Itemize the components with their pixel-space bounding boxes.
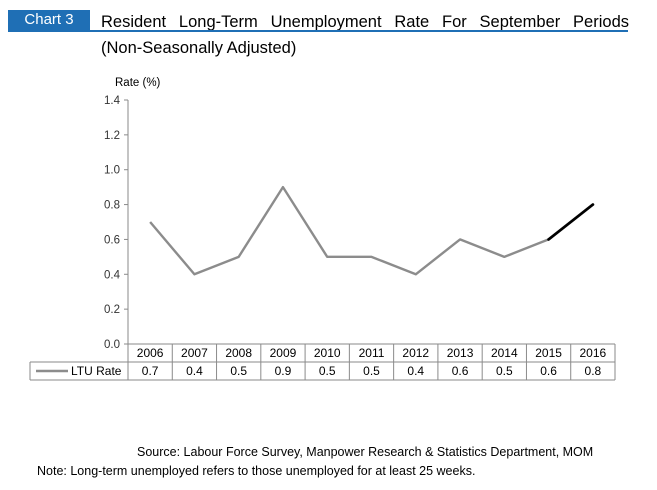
y-axis: 0.0 0.2 0.4 0.6 0.8 1.0 1.2 1.4: [104, 95, 129, 351]
x-tick-label: 2011: [359, 346, 385, 360]
x-tick-label: 2015: [535, 346, 562, 360]
chart-title-line-2: (Non-Seasonally Adjusted): [101, 39, 297, 57]
x-tick-label: 2006: [137, 346, 164, 360]
x-tick-label: 2014: [491, 346, 518, 360]
table-value: 0.5: [496, 364, 513, 378]
series-ltu-rate: [149, 185, 595, 276]
x-axis: 2006 2007 2008 2009 2010 2011 2012 2013 2014 2015…: [128, 343, 615, 360]
table-value: 0.6: [452, 364, 469, 378]
y-tick-label: 0.8: [104, 200, 120, 212]
x-tick-label: 2016: [580, 346, 607, 360]
x-tick-label: 2009: [270, 346, 297, 360]
table-value: 0.7: [142, 364, 159, 378]
title-underline: [8, 30, 628, 32]
x-tick-label: 2013: [447, 346, 474, 360]
table-value: 0.4: [186, 364, 203, 378]
y-tick-label: 0.4: [104, 269, 121, 281]
y-tick-label: 1.4: [104, 95, 121, 107]
y-axis-label: Rate (%): [115, 77, 161, 89]
x-tick-label: 2010: [314, 346, 341, 360]
x-tick-label: 2008: [225, 346, 252, 360]
table-value: 0.5: [319, 364, 336, 378]
note-text: Note: Long-term unemployed refers to tho…: [37, 464, 476, 478]
chart-number-badge: Chart 3: [8, 10, 90, 30]
source-text: Source: Labour Force Survey, Manpower Re…: [137, 445, 594, 459]
y-tick-label: 0.6: [104, 234, 120, 246]
y-tick-label: 1.2: [104, 130, 120, 142]
y-tick-label: 0.0: [104, 339, 120, 351]
legend-label: LTU Rate: [71, 364, 122, 378]
chart-title-line-1: Resident Long-Term Unemployment Rate For…: [101, 13, 629, 31]
chart-title: Resident Long-Term Unemployment Rate For…: [101, 9, 629, 61]
y-tick-label: 1.0: [104, 165, 120, 177]
line-chart: Rate (%) 0.00.20.40.60.81.01.21.4 2006 20…: [29, 77, 616, 381]
series-line-latest-segment: [547, 203, 595, 241]
x-tick-label: 2012: [402, 346, 429, 360]
x-tick-label: 2007: [181, 346, 208, 360]
table-value: 0.5: [230, 364, 247, 378]
table-value: 0.5: [363, 364, 380, 378]
data-table: LTU Rate 0.7 0.4 0.5 0.9 0.5 0.5 0.4 0.6 0.5 0.6 0.…: [29, 344, 616, 381]
table-value: 0.8: [585, 364, 602, 378]
table-value: 0.9: [275, 364, 292, 378]
y-tick-label: 0.2: [104, 304, 120, 316]
table-value: 0.4: [407, 364, 424, 378]
table-value: 0.6: [540, 364, 557, 378]
series-line: [149, 185, 550, 276]
